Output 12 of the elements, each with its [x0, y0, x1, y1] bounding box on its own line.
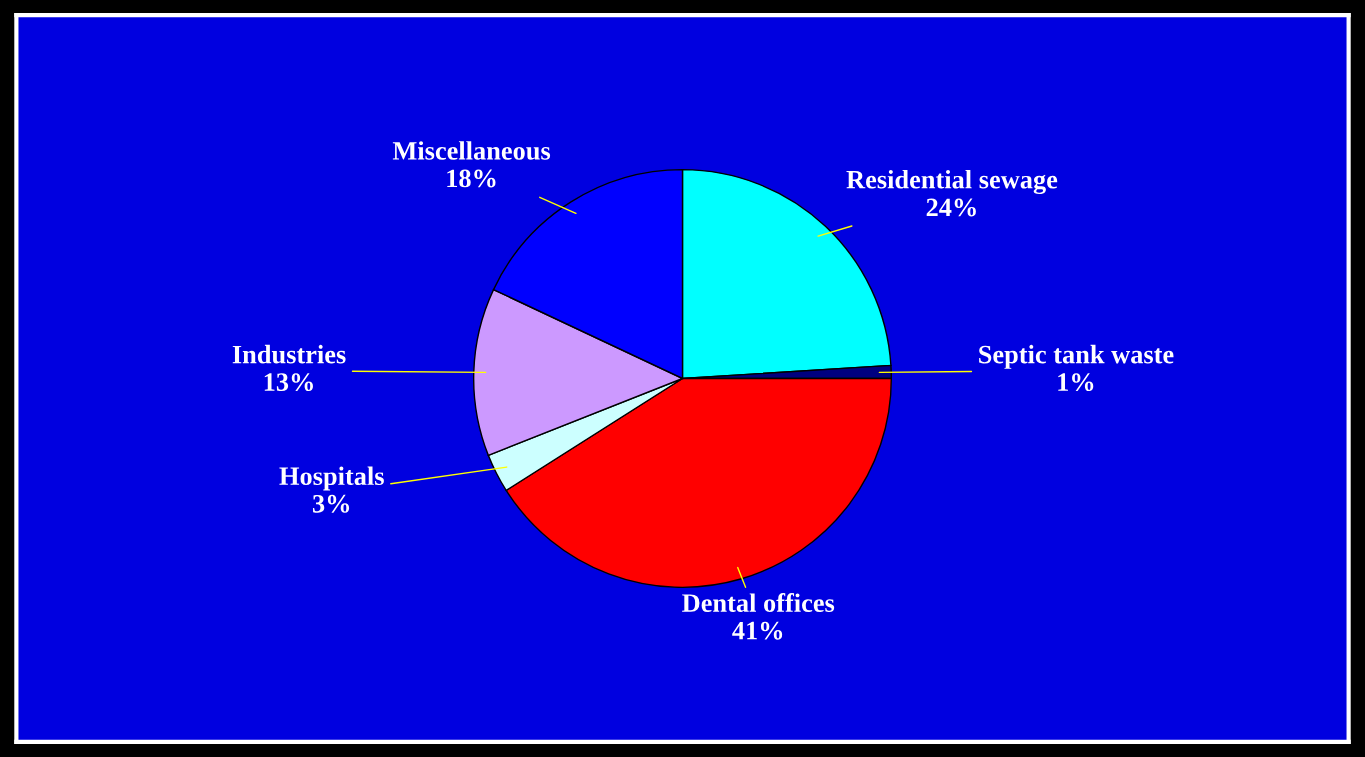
data-label: 3% — [312, 494, 350, 513]
slice-label: Dental offices — [682, 593, 835, 612]
slice-label: Industries — [232, 344, 346, 364]
slice-label: Septic tank waste — [979, 344, 1174, 369]
data-label: 1% — [1058, 373, 1094, 392]
slice-label: Residential sewage — [846, 169, 1058, 195]
data-label: 13% — [264, 373, 313, 392]
slice-label: Miscellaneous — [392, 141, 551, 160]
slice-label: Hospitals — [279, 466, 384, 491]
data-label: 24% — [926, 198, 976, 217]
data-label: 41% — [732, 621, 783, 640]
data-label: 18% — [447, 169, 496, 188]
